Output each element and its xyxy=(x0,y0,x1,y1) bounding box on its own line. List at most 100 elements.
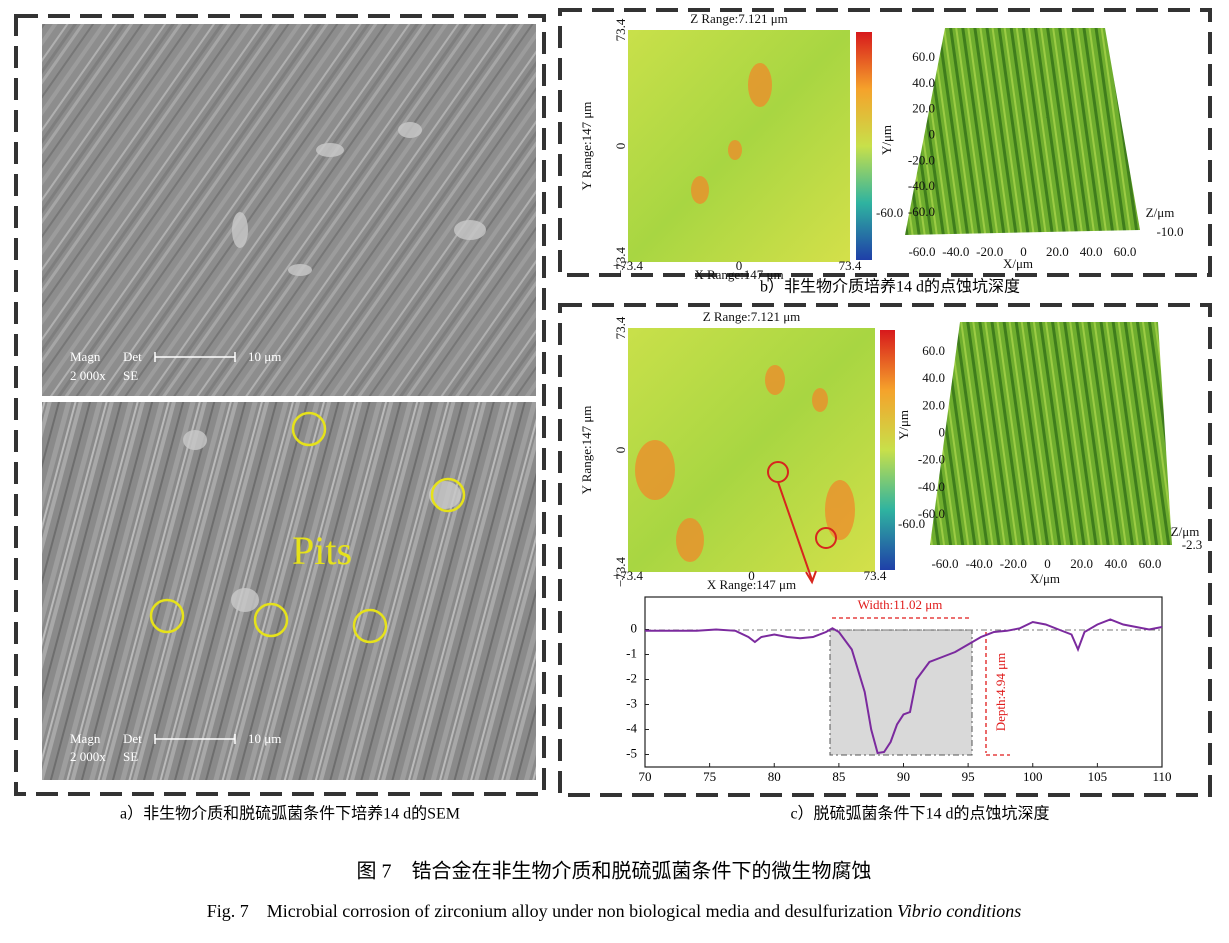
scale-label: 10 μm xyxy=(248,349,281,364)
sem-features xyxy=(183,122,486,612)
x-range: X Range:147 μm xyxy=(707,577,796,592)
surface-x-tick: -60.0 xyxy=(931,556,958,571)
x-tick-label: 110 xyxy=(1152,769,1171,784)
surface-y-tick: -40.0 xyxy=(908,178,935,193)
surface-x-tick: -60.0 xyxy=(908,244,935,259)
magn-label: Magn xyxy=(70,349,101,364)
dimension-lines xyxy=(832,617,1010,756)
y-tick-label: -4 xyxy=(626,720,637,735)
caption-b: b）非生物介质培养14 d的点蚀坑深度 xyxy=(760,278,1020,296)
y-tick-label: -2 xyxy=(626,670,637,685)
map-y-tick: 0 xyxy=(613,447,628,454)
caption-en-text: Fig. 7 Microbial corrosion of zirconium … xyxy=(207,901,897,921)
width-label: Width:11.02 μm xyxy=(858,597,943,612)
surface-y-tick: -60.0 xyxy=(908,204,935,219)
pit-markers xyxy=(149,411,466,644)
y-tick-label: -3 xyxy=(626,695,637,710)
magn-value: 2 000x xyxy=(70,749,106,764)
surface-x-tick: 40.0 xyxy=(1080,244,1103,259)
det-value: SE xyxy=(123,368,138,383)
surface-z-label: Z/μm xyxy=(1146,205,1175,220)
pit-region xyxy=(829,629,973,756)
map-y-tick: −73.4 xyxy=(613,556,628,587)
surface-y-tick: 40.0 xyxy=(922,370,945,385)
magn-label: Magn xyxy=(70,731,101,746)
surface-y-tick: 0 xyxy=(939,424,946,439)
map-x-tick: 0 xyxy=(736,258,743,273)
x-tick-label: 95 xyxy=(962,769,975,784)
y-range: Y Range:147 μm xyxy=(579,406,594,495)
surface-y-tick: 20.0 xyxy=(922,397,945,412)
sem-top-info: Magn Det 2 000x SE 10 μm Magn Det 2 000x… xyxy=(70,349,281,764)
y-tick-label: -5 xyxy=(626,745,637,760)
surface-c xyxy=(930,322,1172,545)
surface-x-tick: -20.0 xyxy=(1000,556,1027,571)
surface-z-tick: -10.0 xyxy=(1156,224,1183,239)
surface-x-tick: 60.0 xyxy=(1139,556,1162,571)
surface-y-tick: -20.0 xyxy=(908,152,935,167)
x-tick-label: 100 xyxy=(1023,769,1043,784)
surface-x-tick: 40.0 xyxy=(1104,556,1127,571)
surface-y-tick: -20.0 xyxy=(918,452,945,467)
y-tick-label: 0 xyxy=(631,620,638,635)
depth-label: Depth:4.94 μm xyxy=(993,653,1008,731)
profile-plot: 70 75 80 85 90 95 100 105 110 0 -1 -2 -3 -4 -5 xyxy=(626,618,1172,784)
panel-frames xyxy=(14,8,1212,797)
surface-x-tick: 20.0 xyxy=(1070,556,1093,571)
surface-y-tick: -60.0 xyxy=(918,506,945,521)
surface-x-tick: 0 xyxy=(1044,556,1051,571)
x-tick-label: 80 xyxy=(768,769,781,784)
surface-y-tick: 60.0 xyxy=(922,343,945,358)
map-y-tick: 73.4 xyxy=(613,18,628,41)
profile-line xyxy=(645,618,1163,755)
map-y-tick: 73.4 xyxy=(613,316,628,339)
figure-caption-zh: 图 7 锆合金在非生物介质和脱硫弧菌条件下的微生物腐蚀 xyxy=(357,860,872,883)
surface-x-tick: 0 xyxy=(1020,244,1027,259)
map-x-tick: −73.4 xyxy=(613,568,644,583)
surface-x-tick: -40.0 xyxy=(966,556,993,571)
surface-b xyxy=(905,28,1140,235)
sem-image-top xyxy=(42,24,536,396)
x-tick-label: 75 xyxy=(703,769,716,784)
surface-y-label: Y/μm xyxy=(879,125,894,155)
caption-c: c）脱硫弧菌条件下14 d的点蚀坑深度 xyxy=(790,805,1049,823)
figure-caption-en: Fig. 7 Microbial corrosion of zirconium … xyxy=(207,901,1022,921)
map-y-tick: −73.4 xyxy=(613,246,628,277)
surface-z-tick: -2.3 xyxy=(1182,537,1203,552)
pits-label: Pits xyxy=(292,528,352,573)
surface-x-label: X/μm xyxy=(1030,571,1060,586)
caption-a: a）非生物介质和脱硫弧菌条件下培养14 d的SEM xyxy=(120,805,460,823)
z-range: Z Range:7.121 μm xyxy=(703,309,801,324)
colorbar-b xyxy=(856,32,872,260)
colorbar-tick: -60.0 xyxy=(898,516,925,531)
surface-x-tick: -20.0 xyxy=(976,244,1003,259)
det-label: Det xyxy=(123,731,142,746)
surface-y-tick: 0 xyxy=(929,126,936,141)
caption-en-italic: Vibrio conditions xyxy=(897,901,1021,921)
x-range: X Range:147 μm xyxy=(694,267,783,282)
det-value: SE xyxy=(123,749,138,764)
sem-image-bottom xyxy=(42,402,536,780)
x-tick-label: 105 xyxy=(1088,769,1108,784)
map-x-tick: 0 xyxy=(748,568,755,583)
y-tick-label: -1 xyxy=(626,645,637,660)
colorbar-tick: -60.0 xyxy=(876,205,903,220)
surface-x-label: X/μm xyxy=(1003,256,1033,271)
surface-x-tick: -40.0 xyxy=(942,244,969,259)
y-range: Y Range:147 μm xyxy=(579,102,594,191)
map-x-tick: −73.4 xyxy=(613,258,644,273)
map-hotspots xyxy=(635,63,855,562)
surface-y-tick: 40.0 xyxy=(912,75,935,90)
scale-label: 10 μm xyxy=(248,731,281,746)
map-y-tick: 0 xyxy=(613,143,628,150)
surface-x-tick: 60.0 xyxy=(1114,244,1137,259)
colorbar-c xyxy=(880,330,895,570)
z-range: Z Range:7.121 μm xyxy=(690,11,788,26)
map-x-tick: 73.4 xyxy=(864,568,887,583)
surface-y-label: Y/μm xyxy=(896,410,911,440)
x-tick-label: 85 xyxy=(832,769,845,784)
magn-value: 2 000x xyxy=(70,368,106,383)
x-tick-label: 70 xyxy=(639,769,652,784)
